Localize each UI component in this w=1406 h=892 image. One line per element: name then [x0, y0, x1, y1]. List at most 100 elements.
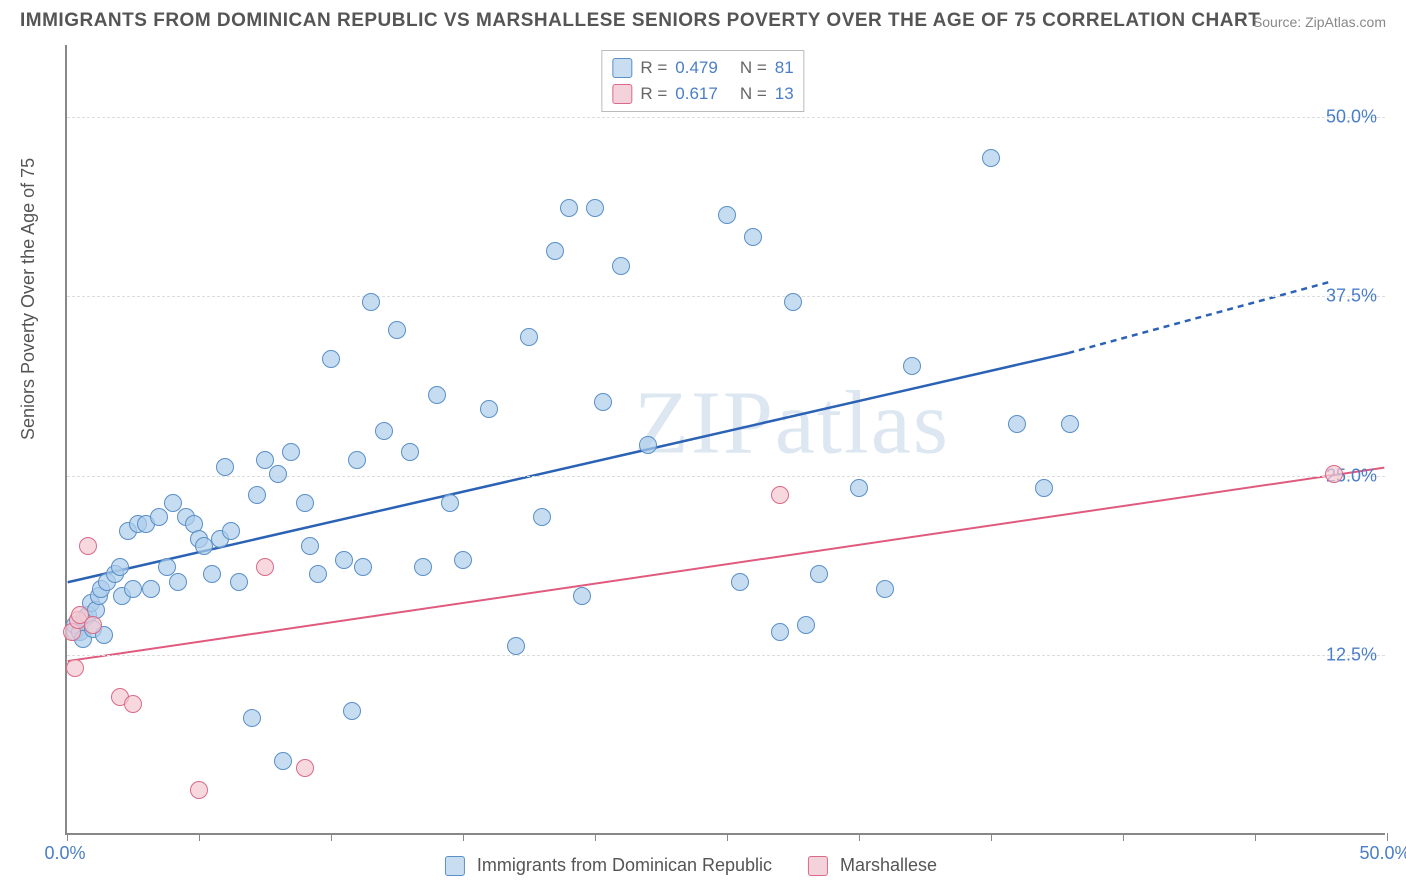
x-tick — [463, 833, 464, 841]
scatter-point-pink — [256, 558, 274, 576]
trend-lines — [67, 45, 1385, 833]
legend-swatch-pink — [612, 84, 632, 104]
legend-label: Immigrants from Dominican Republic — [477, 855, 772, 876]
legend-n-label: N = — [740, 55, 767, 81]
scatter-point-pink — [190, 781, 208, 799]
legend-r-label: R = — [640, 55, 667, 81]
scatter-point-blue — [573, 587, 591, 605]
scatter-point-blue — [731, 573, 749, 591]
legend-corr-row: R = 0.617 N = 13 — [612, 81, 793, 107]
scatter-point-pink — [124, 695, 142, 713]
y-axis-label: Seniors Poverty Over the Age of 75 — [18, 158, 39, 440]
scatter-point-blue — [546, 242, 564, 260]
scatter-point-blue — [362, 293, 380, 311]
scatter-point-blue — [309, 565, 327, 583]
scatter-point-blue — [243, 709, 261, 727]
scatter-point-blue — [797, 616, 815, 634]
legend-n-label: N = — [740, 81, 767, 107]
legend-r-value: 0.617 — [675, 81, 718, 107]
scatter-point-blue — [903, 357, 921, 375]
x-tick — [199, 833, 200, 841]
legend-n-value: 13 — [775, 81, 794, 107]
y-tick-label: 50.0% — [1326, 106, 1377, 127]
scatter-point-blue — [348, 451, 366, 469]
legend-n-value: 81 — [775, 55, 794, 81]
scatter-point-blue — [230, 573, 248, 591]
scatter-point-blue — [1061, 415, 1079, 433]
scatter-point-blue — [1008, 415, 1026, 433]
scatter-point-blue — [142, 580, 160, 598]
legend-correlation: R = 0.479 N = 81 R = 0.617 N = 13 — [601, 50, 804, 112]
x-tick — [331, 833, 332, 841]
source-label: Source: ZipAtlas.com — [1253, 14, 1386, 30]
x-tick — [1387, 833, 1388, 841]
scatter-point-blue — [203, 565, 221, 583]
x-tick-label: 50.0% — [1359, 843, 1406, 863]
legend-swatch-blue — [612, 58, 632, 78]
x-tick-label: 0.0% — [44, 843, 85, 863]
legend-corr-row: R = 0.479 N = 81 — [612, 55, 793, 81]
scatter-point-blue — [982, 149, 1000, 167]
scatter-point-blue — [335, 551, 353, 569]
chart-title: IMMIGRANTS FROM DOMINICAN REPUBLIC VS MA… — [20, 10, 1260, 32]
scatter-point-blue — [507, 637, 525, 655]
scatter-point-blue — [301, 537, 319, 555]
scatter-point-blue — [744, 228, 762, 246]
gridline-h — [67, 117, 1385, 118]
scatter-point-blue — [269, 465, 287, 483]
scatter-point-blue — [164, 494, 182, 512]
scatter-point-blue — [414, 558, 432, 576]
scatter-point-blue — [586, 199, 604, 217]
gridline-h — [67, 476, 1385, 477]
x-tick — [1123, 833, 1124, 841]
scatter-point-blue — [480, 400, 498, 418]
scatter-point-pink — [84, 616, 102, 634]
scatter-point-blue — [343, 702, 361, 720]
scatter-point-blue — [718, 206, 736, 224]
legend-swatch-pink — [808, 856, 828, 876]
legend-r-label: R = — [640, 81, 667, 107]
y-tick-label: 12.5% — [1326, 645, 1377, 666]
scatter-point-blue — [850, 479, 868, 497]
scatter-point-pink — [771, 486, 789, 504]
scatter-point-blue — [810, 565, 828, 583]
scatter-point-blue — [388, 321, 406, 339]
watermark: ZIPatlas — [634, 372, 950, 475]
gridline-h — [67, 296, 1385, 297]
gridline-h — [67, 655, 1385, 656]
legend-r-value: 0.479 — [675, 55, 718, 81]
scatter-point-blue — [428, 386, 446, 404]
scatter-point-blue — [612, 257, 630, 275]
scatter-point-blue — [282, 443, 300, 461]
x-tick — [1255, 833, 1256, 841]
scatter-point-blue — [454, 551, 472, 569]
scatter-point-blue — [150, 508, 168, 526]
scatter-point-blue — [322, 350, 340, 368]
scatter-point-blue — [876, 580, 894, 598]
scatter-point-blue — [248, 486, 266, 504]
x-tick — [991, 833, 992, 841]
scatter-point-pink — [296, 759, 314, 777]
scatter-point-blue — [520, 328, 538, 346]
x-tick — [859, 833, 860, 841]
scatter-point-pink — [1325, 465, 1343, 483]
scatter-point-blue — [401, 443, 419, 461]
scatter-point-blue — [639, 436, 657, 454]
y-tick-label: 37.5% — [1326, 286, 1377, 307]
scatter-point-blue — [375, 422, 393, 440]
scatter-point-blue — [784, 293, 802, 311]
scatter-point-pink — [66, 659, 84, 677]
x-tick — [67, 833, 68, 841]
scatter-point-blue — [274, 752, 292, 770]
plot-area: ZIPatlas 12.5%25.0%37.5%50.0% — [65, 45, 1385, 835]
legend-series: Immigrants from Dominican RepublicMarsha… — [445, 855, 961, 876]
x-tick — [727, 833, 728, 841]
scatter-point-blue — [771, 623, 789, 641]
scatter-point-blue — [441, 494, 459, 512]
scatter-point-blue — [296, 494, 314, 512]
scatter-point-blue — [256, 451, 274, 469]
scatter-point-pink — [79, 537, 97, 555]
scatter-point-blue — [124, 580, 142, 598]
scatter-point-blue — [354, 558, 372, 576]
legend-swatch-blue — [445, 856, 465, 876]
